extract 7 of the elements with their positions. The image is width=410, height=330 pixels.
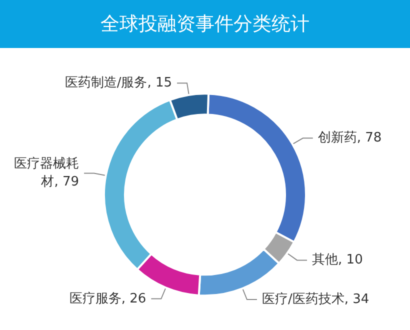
- slice-label: 医疗/医药技术, 34: [262, 292, 370, 308]
- slice-label: 医药制造/服务, 15: [64, 76, 172, 91]
- slice-label: 其他, 10: [312, 252, 363, 268]
- slice-label: 医疗器械耗材, 79: [14, 156, 80, 190]
- slice-label: 医疗服务, 26: [69, 291, 146, 306]
- slice-label: 创新药, 78: [318, 130, 382, 146]
- chart-title: 全球投融资事件分类统计: [0, 0, 410, 48]
